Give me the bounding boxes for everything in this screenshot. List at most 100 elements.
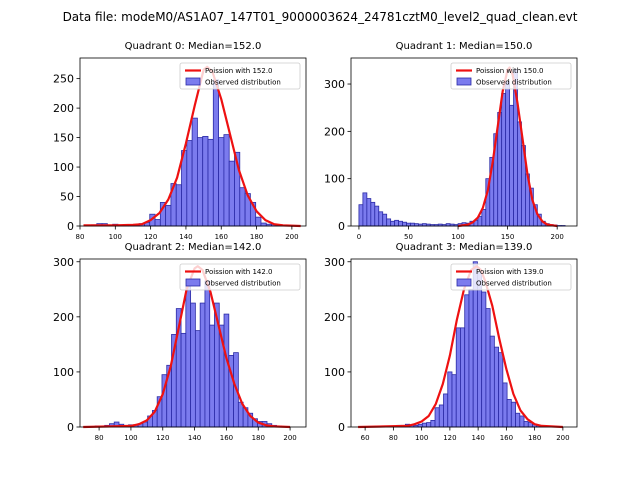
histogram-bar [175, 184, 182, 227]
histogram-bar [209, 324, 215, 428]
histogram-bar [260, 222, 267, 227]
histogram-bar [426, 422, 432, 428]
x-tick-label: 100 [451, 233, 464, 241]
x-tick-label: 160 [215, 233, 228, 241]
x-tick-label: 120 [156, 434, 169, 442]
histogram-bar [390, 220, 396, 227]
legend-box [450, 263, 572, 291]
x-tick-label: 140 [471, 434, 484, 442]
histogram-bar [223, 134, 230, 227]
x-tick-label: 80 [76, 233, 85, 241]
quadrant-title: Quadrant 1: Median=150.0 [396, 41, 533, 52]
x-tick-label: 100 [124, 434, 137, 442]
histogram-bar [410, 222, 415, 227]
axes-frame [350, 258, 578, 428]
x-tick-label: 50 [404, 233, 413, 241]
x-tick-label: 140 [179, 233, 192, 241]
histogram-bar [197, 137, 204, 227]
legend-bar-swatch [185, 278, 201, 287]
quadrant-title: Quadrant 2: Median=142.0 [125, 242, 262, 253]
histogram-bar [517, 121, 522, 227]
x-tick-label: 120 [443, 434, 456, 442]
histogram-bar [460, 327, 466, 428]
histogram-bar [455, 327, 461, 428]
histogram-bar [181, 150, 188, 227]
histogram-bar [228, 160, 235, 227]
x-tick-label: 180 [528, 434, 541, 442]
y-tick-label: 150 [53, 132, 74, 145]
legend-bar-swatch [456, 278, 472, 287]
y-tick-label: 200 [324, 311, 345, 324]
legend-bar-swatch [185, 77, 201, 86]
histogram-bar [417, 423, 423, 428]
legend-bar-label: Observed distribution [205, 79, 281, 87]
histogram-bar [207, 138, 214, 227]
x-tick-label: 140 [188, 434, 201, 442]
histogram-bar [489, 335, 495, 428]
y-tick-label: 250 [53, 73, 74, 86]
x-tick-label: 200 [283, 434, 296, 442]
histogram-bar [468, 288, 474, 428]
axes-frame [350, 57, 578, 227]
y-tick-label: 300 [324, 78, 345, 91]
histogram-bar [374, 205, 380, 227]
histogram-bar [394, 219, 399, 227]
histogram-bar [165, 204, 172, 227]
legend-bar-label: Observed distribution [205, 280, 281, 288]
y-tick-label: 100 [324, 366, 345, 379]
legend-box [179, 62, 301, 90]
x-tick-label: 200 [550, 233, 563, 241]
histogram-bar [223, 313, 230, 428]
histogram-bar [509, 104, 514, 227]
legend-curve-label: Poission with 139.0 [476, 268, 544, 276]
histogram-bar [485, 308, 491, 428]
histogram-bar [498, 352, 504, 428]
histogram-bar [430, 419, 436, 428]
quadrant-3-axes: Quadrant 3: Median=139.0 60 80 100 120 140 160… [324, 242, 578, 442]
histogram-bar [406, 222, 411, 227]
histogram-bar [185, 286, 192, 428]
histogram-bar [239, 187, 246, 227]
histogram-bar [443, 393, 449, 428]
y-tick-label: 300 [324, 256, 345, 269]
histogram-bar [506, 399, 512, 428]
y-tick-label: 100 [53, 161, 74, 174]
x-tick-label: 160 [220, 434, 233, 442]
histogram-bar [191, 117, 198, 227]
histogram-bar [464, 294, 470, 428]
x-tick-label: 180 [252, 434, 265, 442]
x-tick-label: 80 [95, 434, 104, 442]
histogram-bar [218, 137, 225, 227]
x-tick-label: 100 [109, 233, 122, 241]
legend-box [450, 62, 572, 90]
histogram-bar [523, 421, 529, 428]
histogram-bar [398, 220, 403, 227]
x-tick-label: 0 [357, 233, 361, 241]
x-tick-label: 160 [500, 434, 513, 442]
quadrant-2-axes: Quadrant 2: Median=142.0 80 100 120 140 160 18… [53, 242, 307, 442]
y-tick-label: 0 [67, 421, 74, 434]
x-tick-label: 60 [361, 434, 370, 442]
figure-suptitle: Data file: modeM0/AS1A07_147T01_90000036… [63, 10, 578, 24]
histogram-bar [358, 204, 364, 227]
histogram-bar [382, 213, 388, 227]
histogram-bar [194, 330, 201, 428]
histogram-bar [202, 135, 209, 227]
quadrant-title: Quadrant 0: Median=152.0 [125, 41, 262, 52]
y-tick-label: 0 [338, 220, 345, 233]
axes-frame [79, 258, 307, 428]
histogram-bar [502, 382, 508, 428]
histogram-bar [255, 216, 262, 227]
legend: Poission with 142.0 Observed distribution [179, 263, 301, 291]
histogram-bar [438, 404, 444, 428]
histogram-bar [366, 198, 372, 227]
x-tick-label: 200 [285, 233, 298, 241]
legend-curve-label: Poission with 152.0 [205, 67, 273, 75]
y-tick-label: 100 [324, 173, 345, 186]
histogram-bar [510, 401, 516, 428]
histogram-bar [447, 371, 453, 428]
x-tick-label: 100 [415, 434, 428, 442]
histogram-bar [190, 302, 196, 428]
histogram-bar [370, 201, 376, 227]
